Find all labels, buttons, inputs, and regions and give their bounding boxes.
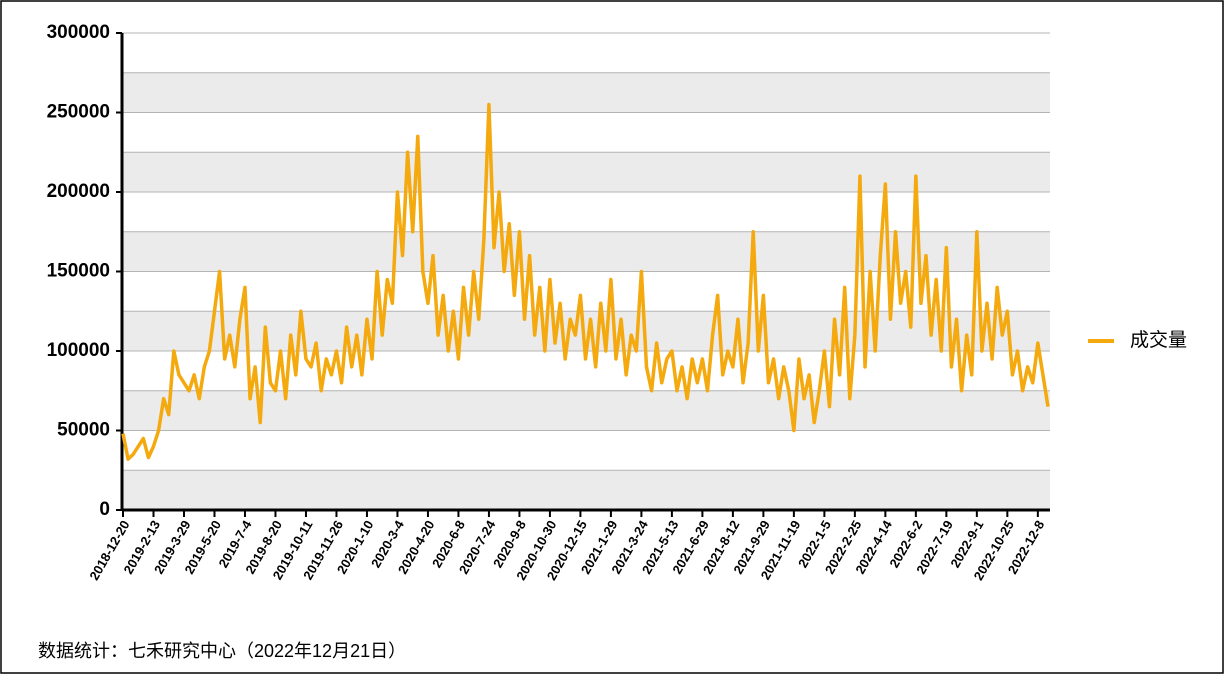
grid-band <box>122 390 1050 431</box>
grid-band <box>122 72 1050 113</box>
y-tick-label: 50000 <box>57 420 110 441</box>
legend-label: 成交量 <box>1130 329 1187 351</box>
grid-band <box>122 470 1050 510</box>
y-tick-label: 100000 <box>47 340 110 361</box>
y-tick-label: 250000 <box>47 102 110 123</box>
y-tick-label: 0 <box>99 499 110 520</box>
grid-band <box>122 152 1050 192</box>
grid-band <box>122 231 1050 272</box>
y-tick-label: 300000 <box>47 22 110 43</box>
y-tick-label: 150000 <box>47 261 110 282</box>
y-tick-label: 200000 <box>47 181 110 202</box>
source-note: 数据统计：七禾研究中心（2022年12月21日） <box>38 641 406 661</box>
data-line <box>121 102 1050 461</box>
